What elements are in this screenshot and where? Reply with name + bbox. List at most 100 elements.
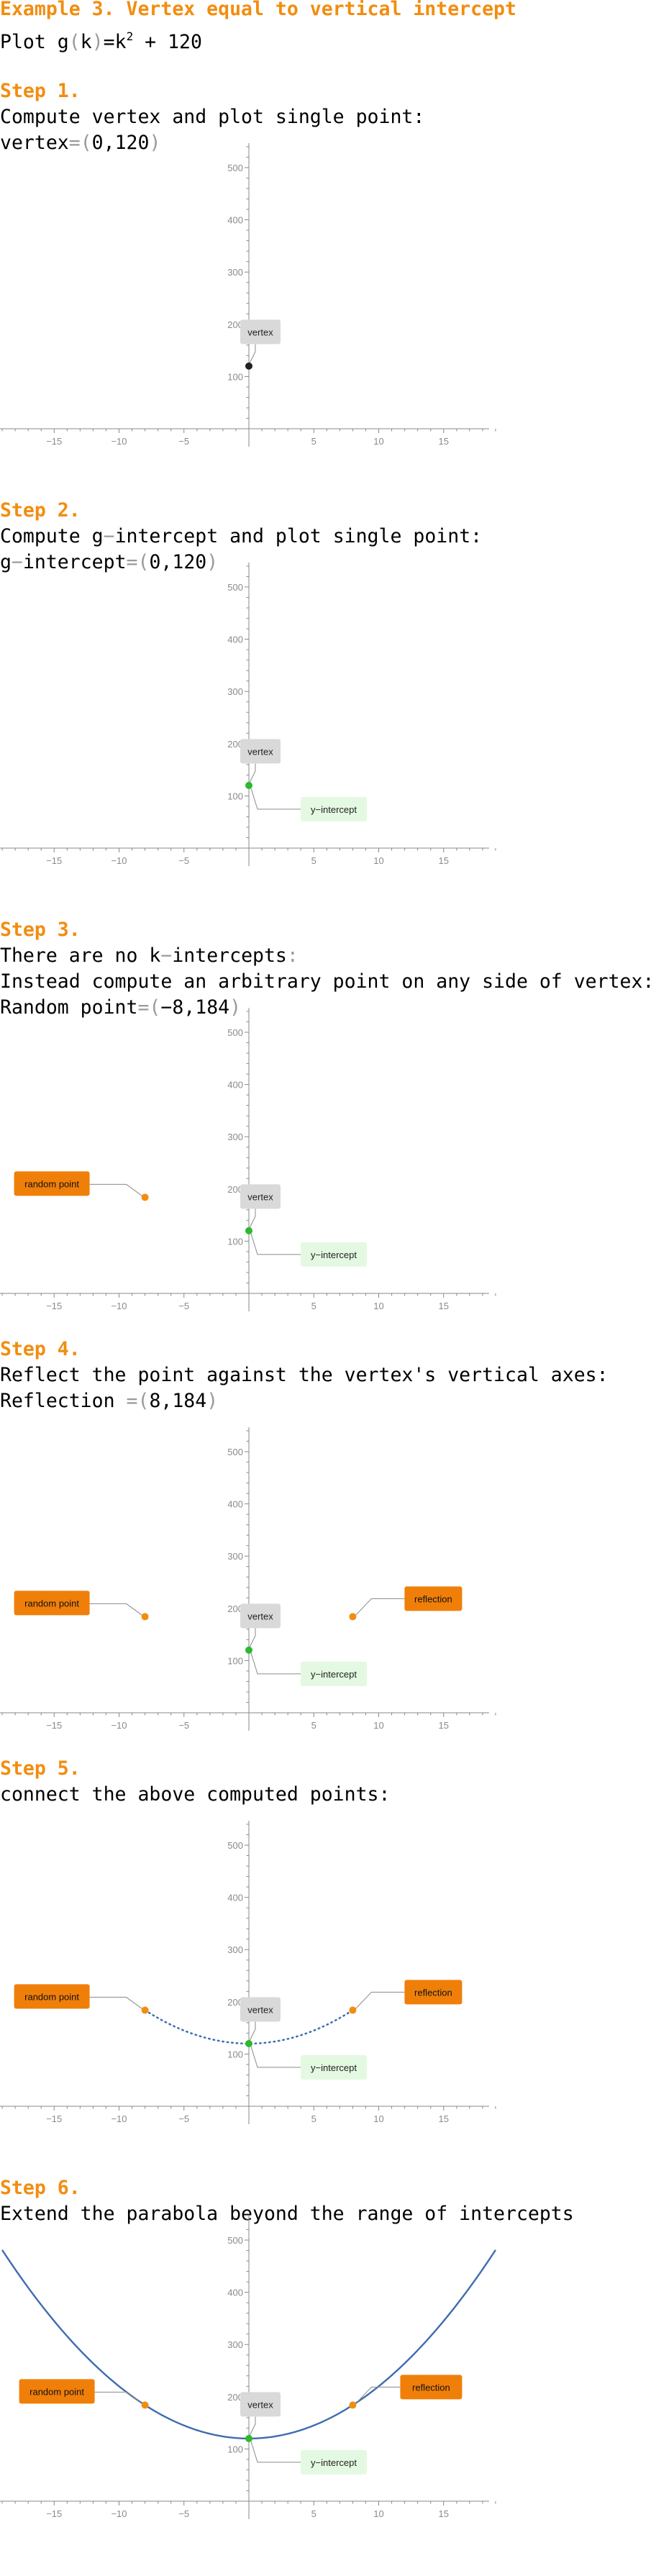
x-tick-label: 5 bbox=[311, 1720, 316, 1731]
x-tick-label: 5 bbox=[311, 855, 316, 866]
y-intercept-label: y−intercept bbox=[311, 2457, 357, 2468]
vertex-label-box bbox=[240, 1603, 281, 1629]
reflection-label: reflection bbox=[414, 1987, 452, 1998]
random-point-label-box bbox=[14, 1171, 90, 1196]
y-intercept-leader-line bbox=[250, 1652, 301, 1675]
step-text-segment: −8,184 bbox=[160, 996, 230, 1019]
y-tick-label: 100 bbox=[227, 2444, 243, 2454]
random-point-marker bbox=[141, 2401, 149, 2409]
x-tick-label: 10 bbox=[373, 1301, 383, 1311]
step-heading: Step 5. bbox=[0, 1757, 81, 1780]
step-heading: Step 3. bbox=[0, 919, 81, 941]
random-point-label: random point bbox=[24, 1178, 79, 1189]
step-text-segment: Instead compute an arbitrary point on an… bbox=[0, 970, 655, 993]
x-tick-label: −5 bbox=[178, 1301, 189, 1311]
reflection-label-box bbox=[404, 1586, 463, 1611]
step-text-segment: Compute g bbox=[0, 525, 104, 547]
y-tick-label: 100 bbox=[227, 371, 243, 382]
step-text-segment: ( bbox=[149, 996, 161, 1019]
step-text-segment: 8,184 bbox=[149, 1390, 207, 1412]
x-tick-label: 5 bbox=[311, 1301, 316, 1311]
y-intercept-label-box bbox=[301, 1242, 367, 1267]
y-intercept-point bbox=[245, 1226, 252, 1234]
plot-prefix: Plot bbox=[0, 31, 58, 53]
step-heading: Step 1. bbox=[0, 80, 81, 102]
y-tick-label: 100 bbox=[227, 1655, 243, 1666]
reflection-label-box bbox=[400, 2375, 463, 2400]
step-text-segment: − bbox=[160, 945, 173, 967]
vertex-label: vertex bbox=[247, 1611, 273, 1621]
step-text-segment: − bbox=[11, 551, 23, 573]
plot-rest-post: + 120 bbox=[133, 31, 202, 53]
random-point-label: random point bbox=[24, 1991, 79, 2002]
x-tick-label: 5 bbox=[311, 2508, 316, 2519]
random-point-leader-line bbox=[89, 1603, 142, 1616]
step-text-segment: 0,120 bbox=[149, 551, 207, 573]
step-text-segment: − bbox=[103, 525, 115, 547]
reflection-leader-line bbox=[355, 2386, 401, 2404]
step-text-segment: vertex bbox=[0, 132, 69, 154]
x-tick-label: 10 bbox=[373, 436, 383, 447]
x-tick-label: −15 bbox=[46, 1301, 62, 1311]
y-intercept-label-box bbox=[301, 1661, 367, 1686]
step-text-line: vertex=(0,120) bbox=[0, 131, 160, 155]
step-text-segment: intercept bbox=[22, 551, 127, 573]
y-tick-label: 500 bbox=[227, 1447, 243, 1457]
parabola-plot: −15 −10 −5 5 10 15 100 200 300 400 500 vertex y−inte… bbox=[0, 2215, 496, 2519]
page-title: Example 3. Vertex equal to vertical inte… bbox=[0, 0, 516, 20]
x-tick-label: 10 bbox=[373, 1720, 383, 1731]
vertex-label: vertex bbox=[247, 2399, 273, 2410]
reflection-label: reflection bbox=[412, 2382, 450, 2393]
y-tick-label: 400 bbox=[227, 2288, 243, 2298]
x-tick-label: 15 bbox=[439, 1720, 449, 1731]
y-tick-label: 300 bbox=[227, 2339, 243, 2350]
x-tick-label: −10 bbox=[111, 1301, 127, 1311]
step-text-segment: ( bbox=[80, 132, 92, 154]
step-text-line: Instead compute an arbitrary point on an… bbox=[0, 970, 654, 994]
step-text-segment: 0,120 bbox=[91, 132, 150, 154]
y-intercept-label: y−intercept bbox=[311, 804, 357, 815]
step-text-segment: Compute vertex and plot single point: bbox=[0, 106, 425, 128]
vertex-point bbox=[245, 362, 252, 370]
reflection-point-marker bbox=[349, 2401, 357, 2409]
vertex-leader-line bbox=[249, 2021, 256, 2042]
x-tick-label: 15 bbox=[439, 2508, 449, 2519]
y-intercept-point bbox=[245, 2039, 252, 2047]
random-point-label-box bbox=[14, 1984, 90, 2009]
random-point-label-box bbox=[19, 2379, 95, 2404]
parabola-plot: −15 −10 −5 5 10 15 100 200 300 400 500 vertex y−inte… bbox=[0, 1007, 496, 1311]
step-text-segment: ( bbox=[137, 551, 150, 573]
y-tick-label: 500 bbox=[227, 1027, 243, 1038]
vertex-leader-line bbox=[249, 1209, 256, 1229]
step-text-segment: = bbox=[126, 551, 138, 573]
plot-paren-open: ( bbox=[68, 31, 81, 53]
y-tick-label: 200 bbox=[227, 2392, 243, 2403]
vertex-label: vertex bbox=[247, 327, 273, 337]
step-text-segment: = bbox=[137, 996, 150, 1019]
x-tick-label: −15 bbox=[46, 2508, 62, 2519]
vertex-label: vertex bbox=[247, 2004, 273, 2015]
step-text-segment: ) bbox=[206, 551, 219, 573]
vertex-label-box bbox=[240, 739, 281, 764]
step-text-segment: Random point bbox=[0, 996, 138, 1019]
y-intercept-label: y−intercept bbox=[311, 1250, 357, 1260]
plot-rest-pre: =k bbox=[103, 31, 127, 53]
step-heading: Step 2. bbox=[0, 499, 81, 522]
plot-fn-name: g bbox=[57, 31, 69, 53]
y-tick-label: 400 bbox=[227, 634, 243, 645]
step-text-segment: = bbox=[126, 1390, 138, 1412]
parabola-plot: −15 −10 −5 5 10 15 100 200 300 400 500 vertex y−inte… bbox=[0, 1426, 496, 1731]
random-point-label: random point bbox=[24, 1598, 79, 1608]
x-tick-label: −15 bbox=[46, 2113, 62, 2124]
random-point-leader-line bbox=[94, 2391, 142, 2404]
step-text-line: Extend the parabola beyond the range of … bbox=[0, 2202, 574, 2226]
x-tick-label: 10 bbox=[373, 2508, 383, 2519]
vertex-label-box bbox=[240, 1184, 281, 1209]
step-text-line: Random point=(−8,184) bbox=[0, 996, 241, 1020]
step-heading: Step 6. bbox=[0, 2177, 81, 2199]
x-tick-label: −10 bbox=[111, 436, 127, 447]
x-tick-label: −5 bbox=[178, 436, 189, 447]
vertex-leader-line bbox=[249, 1628, 256, 1648]
y-tick-label: 300 bbox=[227, 267, 243, 278]
vertex-label: vertex bbox=[247, 746, 273, 757]
